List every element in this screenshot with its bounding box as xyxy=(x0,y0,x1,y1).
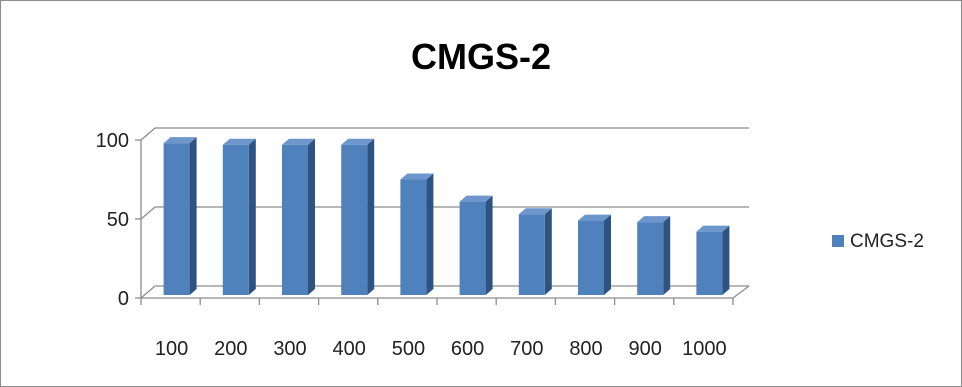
bar-200 xyxy=(222,138,256,295)
bars-layer xyxy=(163,137,730,295)
bar-400 xyxy=(341,138,375,295)
x-tick-label: 700 xyxy=(510,338,543,360)
bar-side xyxy=(248,138,256,295)
bar-side xyxy=(485,195,493,295)
bar-side xyxy=(189,137,197,295)
bar-100 xyxy=(163,137,197,295)
x-tick-label: 900 xyxy=(629,338,662,360)
gridline-50 xyxy=(140,206,749,220)
bar-side xyxy=(722,225,730,295)
axis-layer: 0 50 100 100 200 300 400 500 600 700 800 900 1000 xyxy=(96,130,734,360)
bar-top xyxy=(696,225,730,232)
bar-side xyxy=(604,214,611,295)
bar-side xyxy=(308,138,315,295)
bar-front xyxy=(341,144,368,295)
bar-side xyxy=(367,138,375,295)
bar-top xyxy=(518,208,552,215)
y-tick-label: 50 xyxy=(107,209,129,231)
x-tick-label: 300 xyxy=(273,338,306,360)
bar-300 xyxy=(282,138,315,295)
bar-top xyxy=(163,137,197,144)
x-tick-label: 500 xyxy=(392,338,425,360)
legend-swatch xyxy=(832,235,844,247)
bar-top xyxy=(222,138,256,145)
bar-800 xyxy=(578,214,611,295)
bar-top xyxy=(578,214,611,221)
y-tick-label: 0 xyxy=(118,288,129,310)
bar-front xyxy=(163,143,190,295)
chart-title: CMGS-2 xyxy=(410,36,551,77)
bar-front xyxy=(578,220,604,295)
bar-top xyxy=(637,216,671,223)
floor-edge xyxy=(732,285,750,299)
bar-side xyxy=(544,208,552,295)
bar-side xyxy=(426,173,434,295)
bar-top xyxy=(400,173,434,180)
bar-top xyxy=(341,138,375,145)
bar-600 xyxy=(459,195,493,295)
x-tick-label: 100 xyxy=(155,338,188,360)
bar-front xyxy=(222,144,249,295)
bar-front xyxy=(459,201,486,295)
y-tick-label: 100 xyxy=(96,130,129,152)
x-tick-label: 400 xyxy=(333,338,366,360)
bar-side xyxy=(663,216,671,295)
legend: CMGS-2 xyxy=(832,231,924,252)
bar-front xyxy=(637,222,664,295)
x-tick-label: 800 xyxy=(569,338,602,360)
bar-front xyxy=(400,179,427,295)
bar-top xyxy=(459,195,493,202)
gridline-100 xyxy=(140,127,749,141)
x-tick-label: 200 xyxy=(214,338,247,360)
bar-front xyxy=(282,144,308,295)
legend-label: CMGS-2 xyxy=(850,231,924,252)
bar-900 xyxy=(637,216,671,295)
bar-top xyxy=(282,138,315,145)
bar-700 xyxy=(518,208,552,295)
x-tick-label: 1000 xyxy=(682,338,727,360)
bar-1000 xyxy=(696,225,730,295)
bar-front xyxy=(696,231,723,295)
x-tick-label: 600 xyxy=(451,338,484,360)
bar-500 xyxy=(400,173,434,295)
bar-front xyxy=(518,214,545,295)
